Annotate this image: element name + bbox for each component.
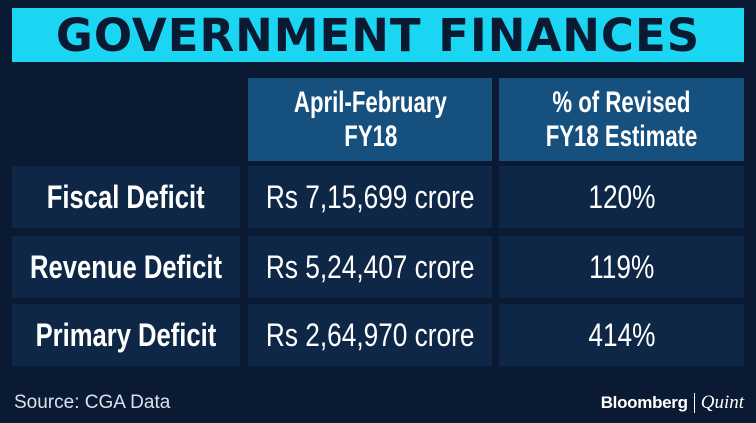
source-note: Source: CGA Data (14, 392, 171, 413)
brand-divider (693, 393, 695, 413)
brand-logo: Bloomberg Quint (601, 392, 744, 414)
cell-amount-fiscal-deficit: Rs 7,15,699 crore (248, 166, 492, 228)
cell-percent-primary-deficit: 414% (499, 304, 744, 366)
cell-amount-primary-deficit: Rs 2,64,970 crore (248, 304, 492, 366)
column-header-percent-revised: % of Revised FY18 Estimate (499, 78, 744, 161)
column-header-line: FY18 (343, 119, 397, 153)
column-header-line: % of Revised (552, 85, 691, 119)
row-label-fiscal-deficit: Fiscal Deficit (12, 166, 240, 228)
cell-percent-text: 119% (588, 248, 655, 285)
cell-percent-text: 120% (587, 178, 656, 215)
cell-percent-text: 414% (587, 316, 656, 353)
cell-percent-fiscal-deficit: 120% (499, 166, 744, 228)
page-title: GOVERNMENT FINANCES (55, 8, 701, 62)
title-banner: GOVERNMENT FINANCES (12, 8, 744, 62)
row-label-text: Fiscal Deficit (47, 178, 205, 215)
cell-percent-revenue-deficit: 119% (499, 236, 744, 298)
column-header-line: FY18 Estimate (545, 119, 698, 153)
column-header-line: April-February (293, 85, 447, 119)
row-label-revenue-deficit: Revenue Deficit (12, 236, 240, 298)
row-label-primary-deficit: Primary Deficit (12, 304, 240, 366)
cell-amount-text: Rs 7,15,699 crore (265, 178, 475, 215)
brand-quint: Quint (700, 392, 744, 413)
row-label-text: Primary Deficit (35, 316, 217, 353)
cell-amount-text: Rs 2,64,970 crore (265, 316, 475, 353)
column-header-april-february: April-February FY18 (248, 78, 492, 161)
cell-amount-revenue-deficit: Rs 5,24,407 crore (248, 236, 492, 298)
row-label-text: Revenue Deficit (29, 248, 223, 285)
cell-amount-text: Rs 5,24,407 crore (265, 248, 475, 285)
brand-bloomberg: Bloomberg (600, 393, 688, 412)
